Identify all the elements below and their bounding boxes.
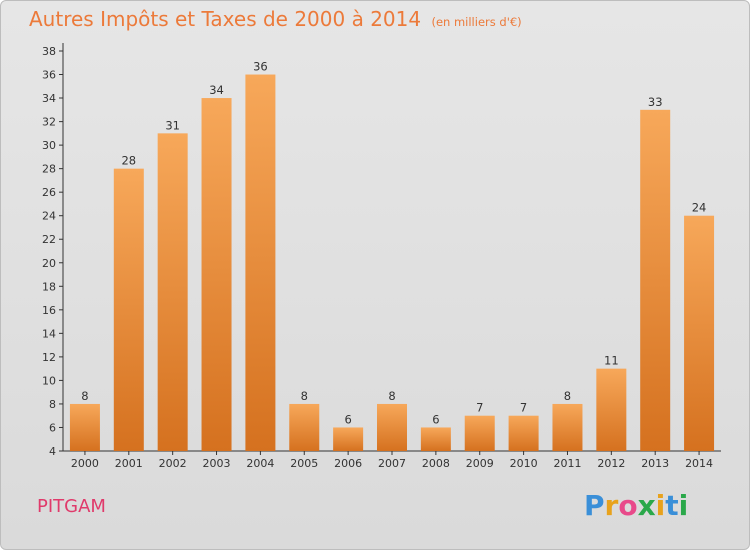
y-tick-label: 6 — [49, 421, 56, 434]
bar-value-label: 6 — [344, 412, 351, 426]
bar-value-label: 7 — [476, 401, 483, 415]
bar — [245, 74, 276, 451]
x-tick-label: 2012 — [597, 457, 625, 470]
x-tick-label: 2004 — [246, 457, 274, 470]
y-tick-label: 22 — [42, 233, 56, 246]
logo-letter: t — [665, 489, 679, 522]
bar-value-label: 31 — [165, 118, 180, 132]
logo-letter: i — [655, 489, 666, 522]
bar-value-label: 33 — [648, 95, 663, 109]
bar-value-label: 11 — [604, 354, 619, 368]
y-tick-label: 26 — [42, 186, 56, 199]
bar — [201, 98, 232, 451]
bar — [596, 368, 627, 451]
x-tick-label: 2005 — [290, 457, 318, 470]
bar-value-label: 28 — [121, 154, 136, 168]
chart-title: Autres Impôts et Taxes de 2000 à 2014 (e… — [29, 7, 522, 31]
bar — [552, 403, 583, 451]
y-tick-label: 36 — [42, 69, 56, 82]
y-tick-label: 18 — [42, 280, 56, 293]
x-tick-label: 2014 — [685, 457, 713, 470]
bar — [69, 403, 100, 451]
y-tick-label: 8 — [49, 398, 56, 411]
logo-letter: x — [637, 489, 656, 522]
labels-group: 8 28 31 34 36 8 6 8 6 7 7 8 11 33 24 — [81, 60, 706, 427]
bar-value-label: 7 — [520, 401, 527, 415]
logo-letter: o — [618, 489, 638, 522]
y-tick-label: 24 — [42, 210, 56, 223]
bar-value-label: 24 — [692, 201, 707, 215]
y-tick-label: 14 — [42, 327, 56, 340]
proxiti-logo: Proxiti — [584, 489, 688, 522]
bar — [640, 109, 671, 451]
bar-value-label: 8 — [388, 389, 395, 403]
y-tick-label: 28 — [42, 163, 56, 176]
logo-letter: i — [678, 489, 689, 522]
x-tick-label: 2008 — [422, 457, 450, 470]
axes: 4 6 8 10 12 14 16 18 20 22 24 26 28 30 32 34 36 38 2000 200… — [42, 43, 721, 470]
y-tick-label: 30 — [42, 139, 56, 152]
logo-letter: r — [604, 489, 619, 522]
x-tick-label: 2006 — [334, 457, 362, 470]
bar — [464, 415, 495, 451]
bar-value-label: 8 — [81, 389, 88, 403]
x-tick-label: 2001 — [115, 457, 143, 470]
chart-title-text: Autres Impôts et Taxes de 2000 à 2014 — [29, 7, 422, 31]
x-tick-label: 2013 — [641, 457, 669, 470]
bar — [289, 403, 320, 451]
x-tick-label: 2002 — [159, 457, 187, 470]
bar — [157, 133, 188, 451]
bar-value-label: 6 — [432, 412, 439, 426]
y-tick-label: 10 — [42, 374, 56, 387]
bar-value-label: 36 — [253, 60, 268, 74]
y-tick-label: 32 — [42, 116, 56, 129]
y-tick-label: 12 — [42, 351, 56, 364]
bar — [508, 415, 539, 451]
x-tick-label: 2010 — [510, 457, 538, 470]
x-tick-label: 2000 — [71, 457, 99, 470]
x-tick-label: 2007 — [378, 457, 406, 470]
bar-value-label: 8 — [564, 389, 571, 403]
bar-value-label: 8 — [301, 389, 308, 403]
y-tick-label: 38 — [42, 45, 56, 58]
bar — [684, 215, 715, 451]
bar — [333, 427, 364, 451]
bar — [377, 403, 407, 451]
bar-value-label: 34 — [209, 83, 224, 97]
bar — [420, 427, 451, 451]
chart-subtitle: (en milliers d'€) — [431, 15, 522, 29]
bars-group — [69, 74, 715, 451]
logo-letter: P — [584, 489, 605, 522]
bar — [113, 168, 144, 451]
y-tick-label: 20 — [42, 257, 56, 270]
commune-name: PITGAM — [37, 496, 106, 517]
x-tick-label: 2009 — [466, 457, 494, 470]
x-tick-label: 2011 — [553, 457, 581, 470]
y-tick-label: 4 — [49, 445, 56, 458]
x-tick-label: 2003 — [203, 457, 231, 470]
y-tick-label: 16 — [42, 304, 56, 317]
y-tick-label: 34 — [42, 92, 56, 105]
